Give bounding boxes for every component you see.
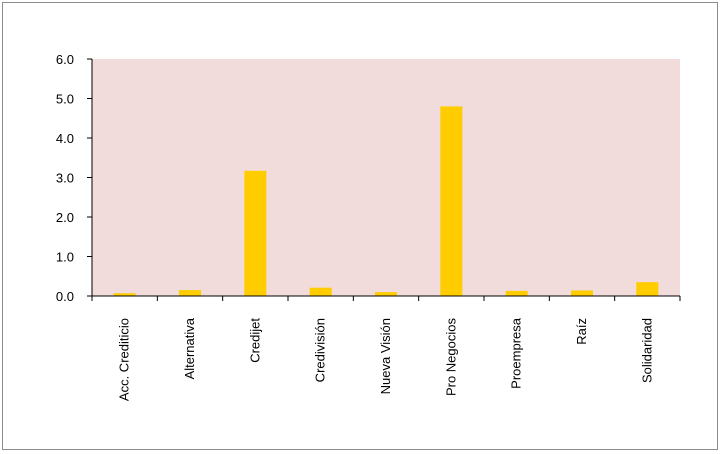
x-tick-label: Credijet (247, 318, 262, 363)
x-tick-label: Proempresa (509, 317, 524, 389)
bar (309, 287, 332, 296)
y-tick-label: 1.0 (56, 250, 74, 265)
x-axis: Acc. Crediticio Alternativa Credijet Crediv… (91, 295, 681, 401)
x-tick-label: Pro Negocios (443, 318, 458, 397)
y-tick-label: 4.0 (56, 131, 74, 146)
bar (636, 282, 659, 296)
y-tick-label: 2.0 (56, 210, 74, 225)
bar (440, 106, 463, 297)
x-tick-label: Raíz (574, 318, 589, 345)
y-tick-label: 0.0 (56, 289, 74, 304)
bar (505, 290, 528, 296)
x-tick-label: Nueva Visión (378, 318, 393, 394)
plot-area (92, 59, 680, 296)
x-tick-label: Credivisión (313, 318, 328, 382)
y-axis: 0.0 1.0 2.0 3.0 4.0 5.0 6.0 (56, 52, 93, 304)
bar (244, 170, 267, 296)
bar (571, 290, 593, 296)
x-tick-label: Alternativa (182, 317, 197, 379)
bar (179, 290, 201, 296)
x-tick-label: Solidaridad (639, 318, 654, 383)
bar (113, 293, 136, 296)
y-tick-label: 6.0 (56, 52, 74, 67)
y-tick-label: 5.0 (56, 92, 74, 107)
bars-group (113, 106, 659, 297)
bar (375, 292, 397, 296)
y-tick-label: 3.0 (56, 171, 74, 186)
x-tick-label: Acc. Crediticio (117, 318, 132, 401)
